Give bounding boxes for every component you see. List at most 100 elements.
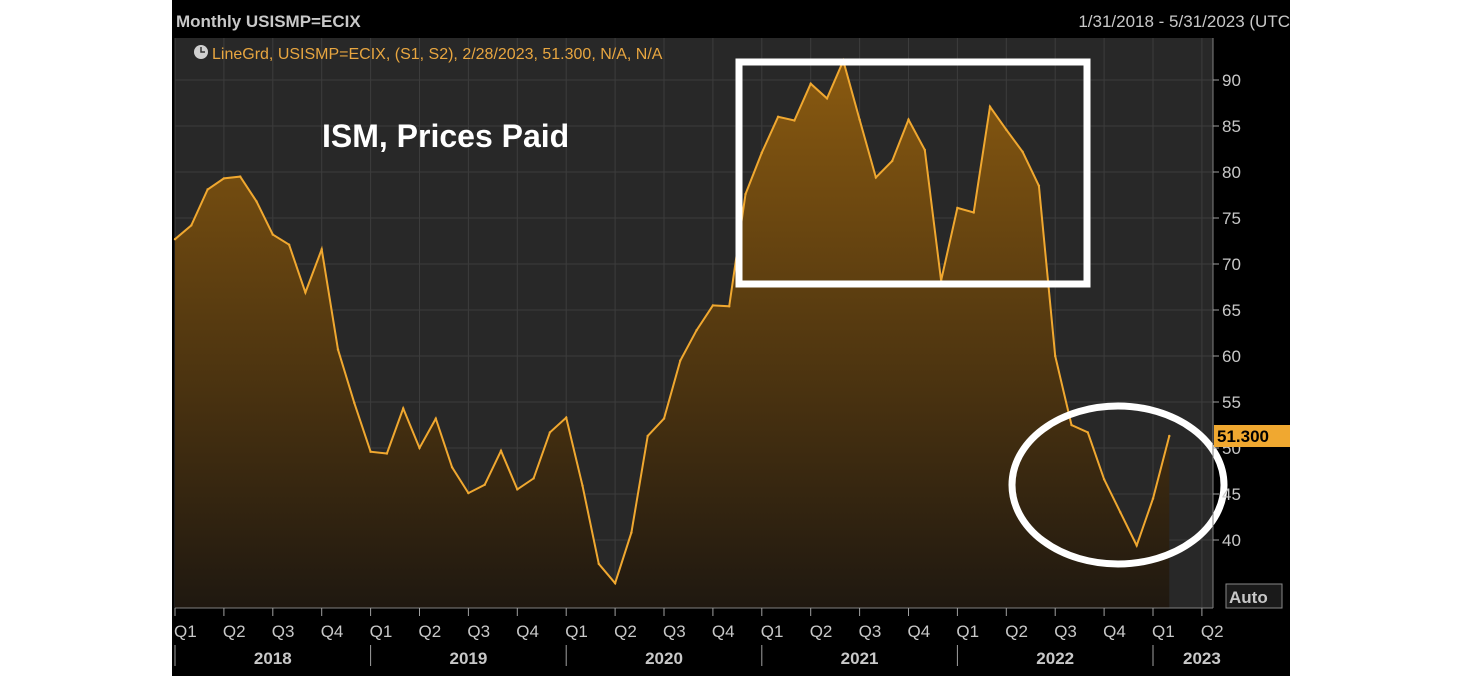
x-tick-label: Q2	[223, 622, 246, 641]
y-tick-label: 60	[1222, 347, 1241, 366]
data-point	[1168, 434, 1171, 438]
data-point	[450, 466, 454, 469]
x-tick-label: Q2	[1005, 622, 1028, 641]
auto-button-frame[interactable]	[1225, 583, 1283, 609]
data-point	[825, 97, 829, 100]
data-point	[1037, 184, 1041, 187]
data-point	[1070, 423, 1073, 427]
data-point	[565, 416, 568, 419]
y-tick-label: 65	[1222, 301, 1241, 320]
data-point	[1119, 511, 1122, 514]
data-point	[434, 417, 437, 420]
data-point	[760, 151, 763, 154]
data-point	[173, 238, 177, 241]
x-tick-label: Q2	[1201, 622, 1224, 641]
data-point	[271, 233, 274, 236]
x-tick-label: Q4	[712, 622, 735, 641]
data-point	[744, 192, 747, 196]
chart-svg: Monthly USISMP=ECIX 1/31/2018 - 5/31/202…	[173, 12, 1290, 668]
auto-button-label: Auto	[1229, 588, 1268, 607]
data-point	[891, 159, 894, 163]
y-tick-label: 45	[1222, 485, 1241, 504]
data-point	[548, 431, 552, 434]
data-point	[304, 291, 307, 294]
data-point	[516, 488, 519, 491]
data-point	[1135, 544, 1138, 547]
x-tick-label: Q1	[174, 622, 197, 641]
last-value-tag: 51.300	[1214, 425, 1290, 447]
y-tick-label: 80	[1222, 163, 1241, 182]
last-value-label: 51.300	[1217, 427, 1269, 446]
data-point	[287, 243, 291, 246]
data-point	[206, 188, 209, 191]
data-point	[858, 118, 861, 121]
data-points	[173, 59, 1171, 585]
data-point	[662, 417, 666, 420]
data-point	[320, 248, 323, 251]
x-tick-label: Q2	[810, 622, 833, 641]
data-point	[532, 477, 535, 480]
x-tick-label: Q3	[663, 622, 686, 641]
series-area	[175, 60, 1170, 608]
data-point	[711, 304, 715, 307]
x-tick-label: Q2	[419, 622, 442, 641]
data-point	[613, 582, 617, 585]
data-point	[190, 224, 193, 227]
auto-scale-button[interactable]: Auto	[1225, 583, 1283, 609]
data-point	[1021, 150, 1024, 153]
data-point	[1005, 128, 1008, 131]
x-tick-label: Q4	[1103, 622, 1126, 641]
x-tick-label: Q1	[761, 622, 784, 641]
x-tick-label: Q1	[370, 622, 393, 641]
year-label: 2019	[449, 649, 487, 668]
y-tick-label: 90	[1222, 71, 1241, 90]
x-tick-label: Q1	[956, 622, 979, 641]
x-tick-label: Q3	[467, 622, 490, 641]
legend[interactable]: LineGrd, USISMP=ECIX, (S1, S2), 2/28/202…	[194, 45, 663, 63]
y-tick-label: 55	[1222, 393, 1241, 412]
data-point	[630, 531, 633, 534]
y-tick-label: 40	[1222, 531, 1241, 550]
data-point	[255, 200, 258, 203]
data-point	[1054, 354, 1057, 358]
data-point	[1086, 431, 1089, 434]
data-point	[336, 348, 340, 351]
x-tick-label: Q3	[859, 622, 882, 641]
legend-label: LineGrd, USISMP=ECIX, (S1, S2), 2/28/202…	[212, 46, 663, 63]
data-point	[597, 562, 600, 566]
data-point	[222, 177, 226, 180]
data-point	[483, 483, 486, 486]
year-label: 2021	[841, 649, 879, 668]
y-tick-label: 85	[1222, 117, 1241, 136]
data-point	[1151, 497, 1155, 500]
x-tick-label: Q1	[1152, 622, 1175, 641]
year-label: 2022	[1036, 649, 1074, 668]
series-line	[174, 57, 1171, 586]
year-label: 2023	[1183, 649, 1221, 668]
chart-annotation: ISM, Prices Paid	[322, 118, 569, 154]
chart-header-title: Monthly USISMP=ECIX	[176, 12, 361, 31]
data-point	[972, 211, 975, 214]
y-tick-label: 75	[1222, 209, 1241, 228]
data-point	[385, 452, 389, 455]
data-point	[581, 484, 584, 487]
data-point	[1102, 478, 1106, 481]
year-label: 2020	[645, 649, 683, 668]
legend-clock-hands	[200, 47, 205, 53]
y-tick-label: 70	[1222, 255, 1241, 274]
data-point	[646, 434, 649, 438]
year-label: 2018	[254, 649, 292, 668]
data-point	[923, 148, 926, 152]
x-tick-label: Q4	[908, 622, 931, 641]
x-tick-label: Q3	[272, 622, 295, 641]
data-point	[728, 305, 731, 308]
data-point	[467, 491, 470, 495]
data-point	[988, 105, 992, 108]
x-tick-label: Q4	[321, 622, 344, 641]
data-point	[679, 359, 682, 362]
data-point	[369, 450, 372, 453]
data-point	[809, 82, 812, 85]
data-point	[353, 401, 356, 405]
data-point	[776, 115, 780, 119]
